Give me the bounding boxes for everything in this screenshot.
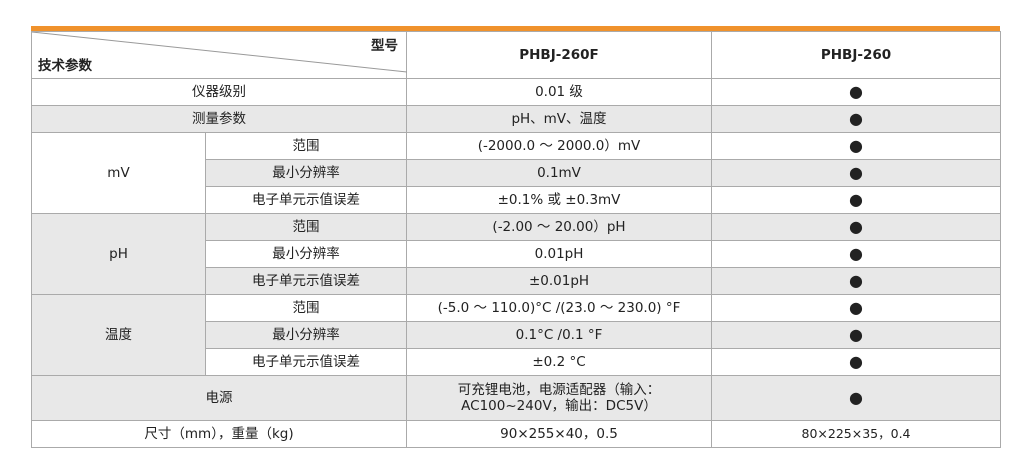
cell: ● bbox=[711, 240, 1001, 268]
row-label: 测量参数 bbox=[31, 105, 407, 133]
group-label: pH bbox=[31, 213, 206, 295]
cell: ● bbox=[711, 348, 1001, 376]
diagonal bbox=[32, 32, 407, 73]
cell: 0.01 级 bbox=[406, 78, 712, 106]
accent-bar bbox=[31, 26, 1000, 31]
row-label: 尺寸（mm），重量（kg) bbox=[31, 420, 407, 448]
group-label: mV bbox=[31, 132, 206, 214]
cell: (-2.00 ～ 20.00）pH bbox=[406, 213, 712, 241]
row-label: 电源 bbox=[31, 375, 407, 421]
cell: ● bbox=[711, 132, 1001, 160]
row-label: 电子单元示值误差 bbox=[205, 348, 407, 376]
row-label: 范围 bbox=[205, 294, 407, 322]
cell: 90×255×40，0.5 bbox=[406, 420, 712, 448]
cell: (-2000.0 ～ 2000.0）mV bbox=[406, 132, 712, 160]
model: PHBJ-260F bbox=[406, 31, 712, 79]
corner-cell: 型号 技术参数 bbox=[31, 31, 407, 79]
row-label: 电子单元示值误差 bbox=[205, 267, 407, 295]
cell: 0.1°C /0.1 °F bbox=[406, 321, 712, 349]
row-label: 范围 bbox=[205, 132, 407, 160]
row-label: 最小分辨率 bbox=[205, 321, 407, 349]
cell: 0.01pH bbox=[406, 240, 712, 268]
cell-line: AC100~240V，输出：DC5V） bbox=[461, 398, 657, 414]
group-label: 温度 bbox=[31, 294, 206, 376]
cell: ±0.2 °C bbox=[406, 348, 712, 376]
cell: ±0.1% 或 ±0.3mV bbox=[406, 186, 712, 214]
spec-table: 型号 技术参数 PHBJ-260F PHBJ-260 仪器级别 0.01 级 ● 测… bbox=[31, 31, 1001, 448]
cell: ● bbox=[711, 321, 1001, 349]
cell: ● bbox=[711, 294, 1001, 322]
corner-bottom: 技术参数 bbox=[38, 58, 92, 74]
cell: ±0.01pH bbox=[406, 267, 712, 295]
corner-top: 型号 bbox=[371, 38, 398, 54]
cell: ● bbox=[711, 213, 1001, 241]
cell: ● bbox=[711, 186, 1001, 214]
cell: (-5.0 ～ 110.0)°C /(23.0 ～ 230.0) °F bbox=[406, 294, 712, 322]
row-label: 最小分辨率 bbox=[205, 240, 407, 268]
cell: 80×225×35，0.4 bbox=[711, 420, 1001, 448]
cell: ● bbox=[711, 78, 1001, 106]
cell: ● bbox=[711, 375, 1001, 421]
cell: ● bbox=[711, 267, 1001, 295]
row-label: 电子单元示值误差 bbox=[205, 186, 407, 214]
row-label: 范围 bbox=[205, 213, 407, 241]
cell: pH、mV、温度 bbox=[406, 105, 712, 133]
cell: ● bbox=[711, 159, 1001, 187]
model: PHBJ-260 bbox=[711, 31, 1001, 79]
header-row: 型号 技术参数 PHBJ-260F PHBJ-260 bbox=[31, 31, 1001, 79]
cell-line: 可充锂电池，电源适配器（输入： bbox=[457, 382, 661, 398]
row-label: 最小分辨率 bbox=[205, 159, 407, 187]
cell: ● bbox=[711, 105, 1001, 133]
row-label: 仪器级别 bbox=[31, 78, 407, 106]
cell: 0.1mV bbox=[406, 159, 712, 187]
cell: 可充锂电池，电源适配器（输入： AC100~240V，输出：DC5V） bbox=[406, 375, 712, 421]
